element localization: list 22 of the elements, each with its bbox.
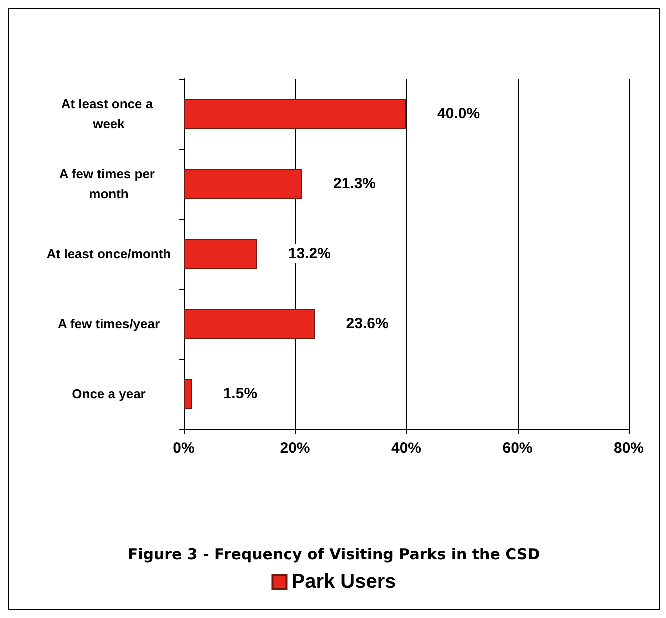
data-label: 13.2% xyxy=(288,246,331,262)
x-tick-label: 0% xyxy=(173,440,195,457)
x-tick-label: 80% xyxy=(614,440,644,457)
legend-label: Park Users xyxy=(292,571,396,593)
text: Figure 3 - Frequency of Visiting Parks in the CSD xyxy=(128,546,540,564)
x-tick-label: 40% xyxy=(391,440,422,457)
data-label: 23.6% xyxy=(346,316,389,332)
y-tick-label: A few times per month xyxy=(59,166,159,202)
data-label: 40.0% xyxy=(438,106,480,122)
bar xyxy=(184,99,406,129)
y-tick-label: At least once a week xyxy=(61,96,157,132)
bar xyxy=(184,309,316,339)
y-tick-label: A few times/year xyxy=(58,316,160,332)
x-tick-label: 20% xyxy=(280,440,310,457)
bar xyxy=(184,169,302,199)
y-tick-label: At least once/month xyxy=(46,246,172,262)
bar xyxy=(184,239,258,269)
bar xyxy=(184,379,192,409)
x-tick-label: 60% xyxy=(502,440,533,457)
data-label: 1.5% xyxy=(223,386,258,402)
y-tick-label: Once a year xyxy=(72,386,146,402)
data-label: 21.3% xyxy=(333,176,376,192)
